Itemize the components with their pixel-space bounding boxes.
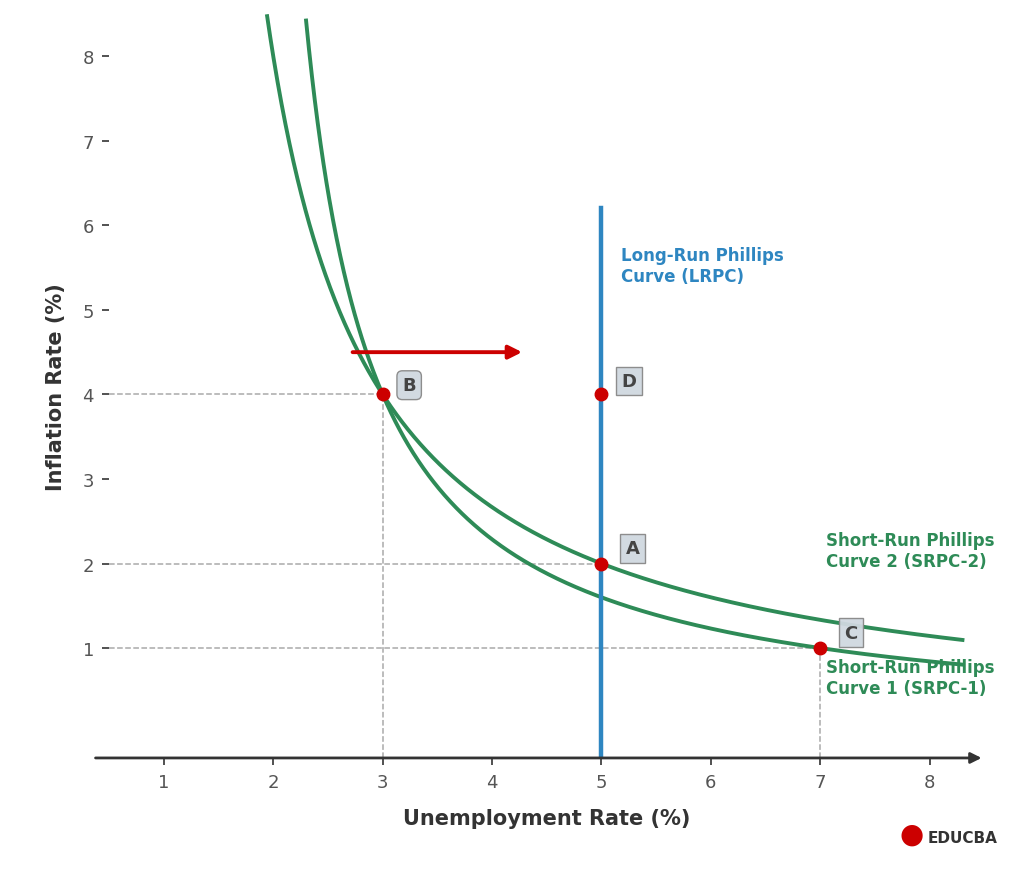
Text: ●: ● — [899, 819, 924, 847]
Text: C: C — [845, 624, 857, 642]
Text: Short-Run Phillips
Curve 1 (SRPC-1): Short-Run Phillips Curve 1 (SRPC-1) — [825, 659, 994, 697]
Y-axis label: Inflation Rate (%): Inflation Rate (%) — [46, 282, 66, 490]
Text: Long-Run Phillips
Curve (LRPC): Long-Run Phillips Curve (LRPC) — [622, 247, 784, 286]
Text: D: D — [622, 373, 636, 390]
Text: A: A — [626, 540, 639, 558]
X-axis label: Unemployment Rate (%): Unemployment Rate (%) — [403, 808, 690, 828]
Text: B: B — [402, 377, 416, 395]
Text: Short-Run Phillips
Curve 2 (SRPC-2): Short-Run Phillips Curve 2 (SRPC-2) — [825, 532, 994, 571]
Text: EDUCBA: EDUCBA — [928, 830, 997, 845]
